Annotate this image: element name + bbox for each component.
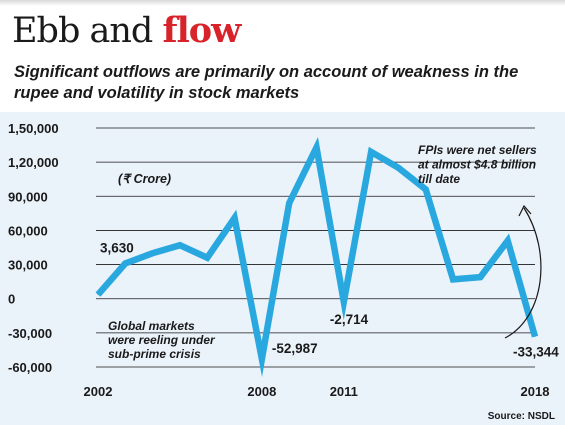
x-tick-label: 2018 bbox=[521, 384, 550, 399]
arrow-head-icon bbox=[519, 206, 531, 216]
data-point bbox=[234, 217, 235, 218]
data-point bbox=[179, 245, 180, 246]
chart-panel: -60,000 -30,000 0 30,000 60,000 90,000 1,20,00… bbox=[0, 112, 565, 425]
subtitle: Significant outflows are primarily on ac… bbox=[14, 62, 554, 104]
data-point bbox=[425, 189, 426, 190]
data-point bbox=[398, 167, 399, 168]
y-tick-label: 0 bbox=[8, 292, 15, 307]
point-label: -33,344 bbox=[513, 345, 559, 360]
unit-label: (₹ Crore) bbox=[118, 172, 171, 186]
data-point bbox=[289, 203, 290, 204]
page-title: Ebb and flow bbox=[12, 10, 240, 51]
annotation-text: at almost $4.8 billion bbox=[418, 158, 536, 172]
annotation-text: sub-prime crisis bbox=[108, 347, 201, 361]
title-accent-text: flow bbox=[162, 10, 240, 51]
y-tick-label: -60,000 bbox=[8, 360, 52, 375]
annotation-text: till date bbox=[418, 172, 460, 186]
data-point bbox=[207, 257, 208, 258]
point-label: 3,630 bbox=[100, 241, 134, 256]
data-point bbox=[152, 253, 153, 254]
top-border bbox=[0, 0, 565, 6]
data-point bbox=[261, 359, 262, 360]
data-point bbox=[453, 279, 454, 280]
x-tick-label: 2011 bbox=[330, 384, 358, 399]
data-point bbox=[343, 301, 344, 302]
annotation-arrow bbox=[505, 208, 541, 338]
annotation-text: Global markets bbox=[108, 319, 195, 333]
data-point bbox=[480, 277, 481, 278]
y-tick-label: 1,50,000 bbox=[8, 121, 59, 136]
x-tick-label: 2002 bbox=[84, 384, 113, 399]
y-tick-label: -30,000 bbox=[8, 326, 52, 341]
title-text: Ebb and bbox=[12, 11, 162, 51]
point-label: -2,714 bbox=[330, 312, 369, 327]
data-point bbox=[535, 336, 536, 337]
x-tick-label: 2008 bbox=[247, 384, 276, 399]
point-label: -52,987 bbox=[272, 341, 318, 356]
data-point bbox=[371, 151, 372, 152]
y-tick-label: 90,000 bbox=[8, 189, 48, 204]
source-note: Source: NSDL bbox=[488, 411, 555, 422]
data-point bbox=[507, 240, 508, 241]
data-point bbox=[125, 263, 126, 264]
annotation-text: were reeling under bbox=[108, 333, 216, 347]
y-tick-label: 30,000 bbox=[8, 258, 48, 273]
y-tick-label: 1,20,000 bbox=[8, 155, 59, 170]
annotation-text: FPIs were net sellers bbox=[418, 143, 537, 157]
data-point bbox=[98, 294, 99, 295]
y-tick-label: 60,000 bbox=[8, 223, 48, 238]
line-chart: -60,000 -30,000 0 30,000 60,000 90,000 1,20,00… bbox=[0, 112, 565, 425]
data-point bbox=[316, 147, 317, 148]
